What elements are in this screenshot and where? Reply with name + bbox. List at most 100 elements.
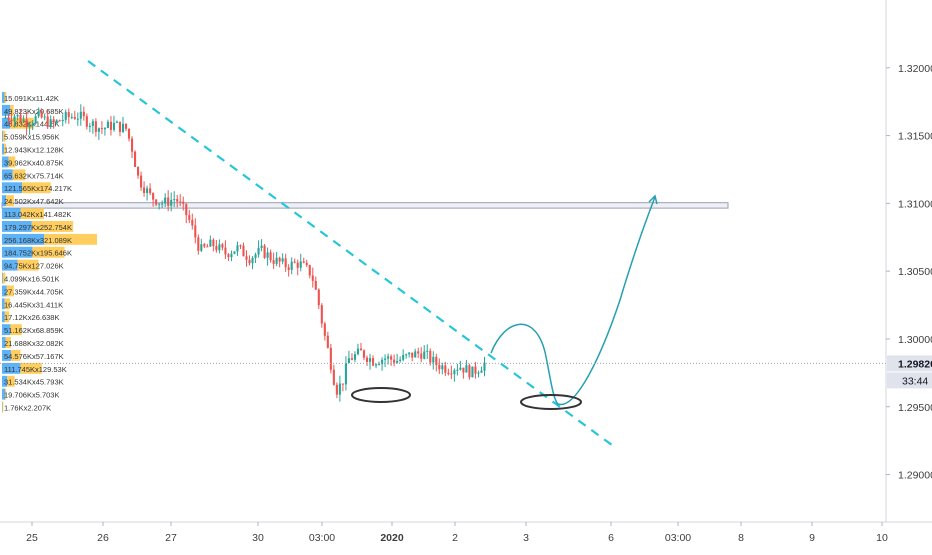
volume-profile-sell-bar — [20, 362, 42, 374]
candle-body — [43, 116, 46, 118]
candle-body — [438, 364, 441, 370]
candle-body — [218, 244, 221, 251]
volume-profile-sell-bar — [7, 375, 15, 387]
candle-body — [224, 247, 227, 255]
candle-body — [263, 245, 266, 258]
candle-body — [22, 119, 25, 122]
candle-body — [423, 351, 426, 359]
volume-profile-sell-bar — [22, 182, 51, 194]
volume-profile-buy-bar — [2, 92, 5, 103]
candle-body — [7, 117, 10, 120]
volume-profile-sell-bar — [4, 311, 10, 323]
candle-body — [118, 121, 122, 132]
volume-profile-buy-bar — [2, 337, 6, 348]
candle-body — [387, 356, 390, 359]
candle-body — [275, 257, 278, 264]
x-tick-label: 9 — [809, 532, 815, 544]
x-tick-label: 27 — [165, 532, 177, 544]
candle-body — [477, 372, 480, 374]
volume-profile-sell-bar — [4, 143, 7, 155]
candle-body — [326, 335, 329, 348]
candle-body — [191, 219, 194, 226]
volume-profile-label: 24.502Kx47.642K — [4, 197, 64, 206]
volume-profile-label: 31.534Kx45.793K — [4, 378, 64, 387]
candle-body — [239, 245, 242, 247]
candle-body — [371, 358, 375, 366]
candlesticks — [4, 104, 486, 402]
candle-body — [34, 116, 37, 124]
volume-profile-buy-bar — [2, 182, 23, 194]
x-tick-label: 03:00 — [309, 532, 335, 544]
candle-body — [179, 201, 182, 203]
candle-body — [344, 363, 347, 385]
candle-body — [109, 121, 112, 130]
volume-profile-buy-bar — [2, 272, 3, 284]
candle-body — [46, 116, 49, 128]
candle-body — [302, 261, 305, 263]
candle-body — [106, 121, 109, 129]
volume-profile-buy-bar — [2, 375, 8, 387]
candle-body — [305, 262, 308, 266]
candle-body — [49, 119, 52, 128]
candle-body — [230, 253, 233, 258]
candle-body — [347, 358, 350, 364]
volume-profile-label: 19.706Kx5.703K — [4, 391, 59, 400]
candle-body — [450, 373, 453, 375]
candle-body — [435, 356, 438, 365]
candle-body — [278, 257, 281, 262]
candle-body — [133, 151, 137, 167]
countdown-label-bg — [887, 372, 932, 389]
candle-body — [462, 367, 465, 373]
candle-body — [453, 370, 456, 374]
candle-body — [471, 366, 474, 378]
candle-body — [350, 358, 353, 360]
resistance-zone — [1, 202, 729, 209]
candle-body — [161, 203, 164, 205]
volume-profile: 15.091Kx11.42K49.823Kx20.685K48.832Kx144… — [2, 92, 97, 413]
candle-body — [10, 119, 13, 122]
candle-body — [356, 348, 360, 355]
candle-body — [82, 111, 85, 117]
volume-profile-sell-bar — [5, 388, 7, 400]
volume-profile-label: 4.099Kx16.501K — [4, 275, 59, 284]
candle-body — [91, 121, 94, 126]
candle-body — [221, 244, 224, 248]
candle-body — [402, 354, 405, 360]
candle-body — [374, 364, 378, 366]
candle-body — [158, 203, 161, 205]
candle-body — [70, 116, 73, 118]
candle-body — [242, 245, 245, 257]
candle-body — [176, 199, 179, 202]
candle-body — [483, 362, 486, 371]
y-tick-label: 1.31000 — [898, 198, 932, 210]
candle-body — [143, 187, 146, 194]
candle-body — [266, 252, 269, 258]
candle-body — [140, 175, 143, 188]
candle-body — [405, 354, 408, 356]
candle-body — [299, 261, 302, 268]
volume-profile-label: 111.745Kx129.53K — [4, 365, 67, 374]
candle-body — [459, 367, 462, 370]
low-marker-ellipse — [351, 387, 411, 403]
volume-profile-buy-bar — [2, 208, 21, 219]
candle-body — [269, 252, 272, 261]
volume-profile-buy-bar — [2, 298, 5, 310]
volume-profile-sell-bar — [32, 246, 65, 258]
candle-body — [236, 245, 239, 252]
candle-body — [341, 383, 344, 385]
candle-body — [311, 275, 314, 281]
candle-body — [468, 365, 471, 378]
x-tick-label: 2020 — [380, 532, 404, 544]
candle-body — [420, 353, 423, 359]
candle-body — [16, 114, 19, 117]
volume-profile-sell-bar — [4, 92, 7, 103]
candle-body — [100, 128, 103, 130]
volume-profile-label: 256.168Kx321.089K — [4, 236, 72, 245]
candle-body — [19, 114, 22, 122]
volume-profile-buy-bar — [2, 130, 3, 142]
volume-profile-buy-bar — [2, 169, 13, 181]
candle-body — [441, 365, 444, 370]
drawings — [87, 60, 658, 449]
candle-body — [200, 244, 203, 251]
